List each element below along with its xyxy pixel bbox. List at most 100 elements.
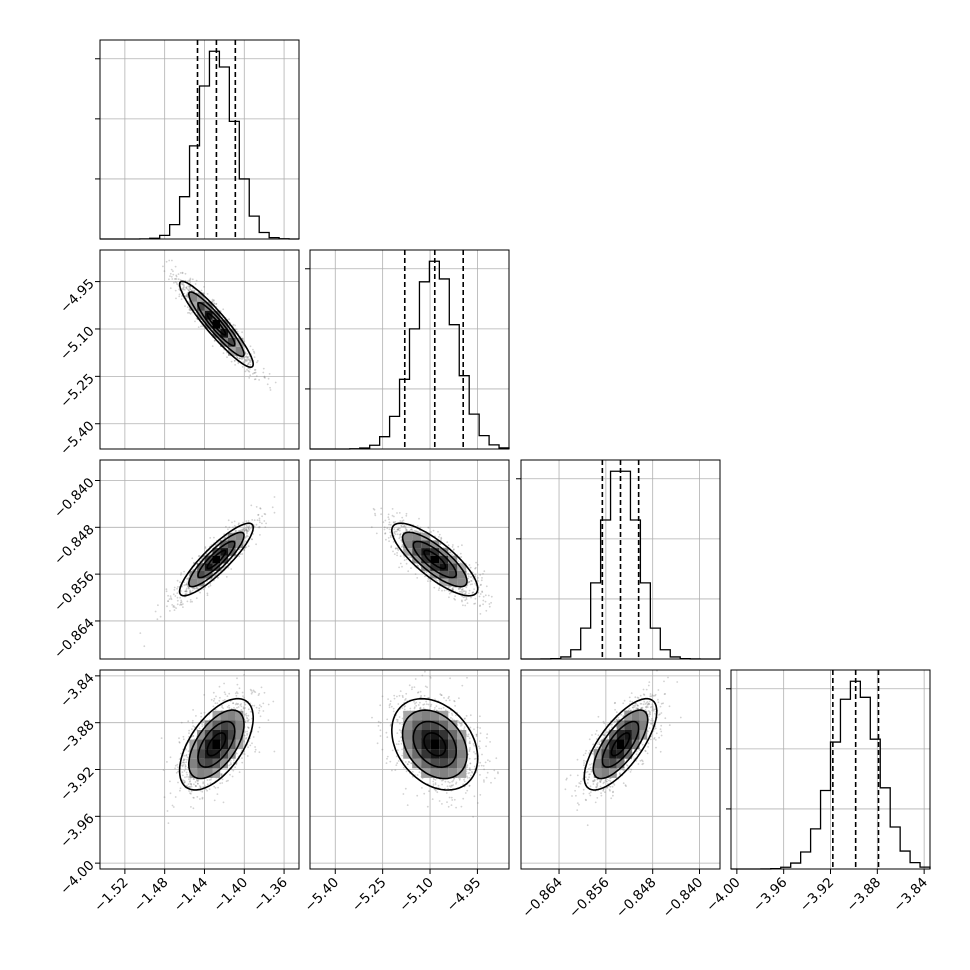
sample-point [139, 632, 142, 634]
sample-point [447, 544, 450, 547]
sample-point [210, 698, 213, 701]
sample-point [246, 732, 249, 735]
sample-point [251, 742, 253, 745]
sample-point [189, 288, 192, 291]
sample-point [232, 759, 235, 761]
sample-point [175, 607, 178, 609]
sample-point [261, 515, 263, 518]
sample-point [242, 695, 244, 697]
sample-point [238, 771, 241, 773]
sample-point [269, 389, 272, 391]
sample-point [247, 363, 250, 365]
sample-point [258, 379, 260, 381]
sample-point [185, 286, 188, 288]
sample-point [177, 781, 179, 784]
sample-point [268, 373, 271, 375]
sample-point [443, 589, 446, 592]
sample-point [241, 553, 244, 555]
sample-point [190, 289, 193, 292]
density-cell [235, 532, 244, 541]
sample-point [388, 521, 391, 524]
sample-point [437, 530, 439, 533]
sample-point [399, 520, 402, 522]
sample-point [260, 686, 263, 689]
sample-point [388, 540, 390, 543]
sample-point [248, 526, 251, 529]
sample-point [253, 372, 256, 374]
sample-point [267, 719, 270, 721]
sample-point [396, 554, 398, 557]
sample-point [383, 526, 386, 529]
sample-point [206, 594, 209, 597]
sample-point [176, 592, 179, 594]
sample-point [216, 702, 219, 704]
sample-point [482, 573, 484, 575]
sample-point [465, 598, 468, 601]
sample-point [488, 605, 491, 608]
sample-point [264, 526, 267, 528]
sample-point [245, 720, 247, 722]
sample-point [211, 298, 214, 301]
sample-point [170, 268, 173, 271]
sample-point [174, 278, 176, 280]
sample-point [467, 577, 470, 580]
sample-point [238, 687, 241, 690]
sample-point [175, 278, 178, 280]
sample-point [189, 288, 192, 291]
sample-point [472, 591, 474, 594]
sample-point [176, 283, 179, 286]
sample-point [184, 776, 186, 779]
sample-point [405, 562, 408, 565]
sample-point [192, 287, 194, 290]
sample-point [175, 297, 177, 300]
sample-point [188, 287, 191, 289]
sample-point [173, 609, 176, 611]
sample-point [253, 350, 255, 353]
sample-point [184, 305, 186, 307]
sample-point [233, 520, 236, 523]
sample-point [405, 558, 408, 561]
sample-point [201, 325, 204, 327]
sample-point [236, 357, 239, 359]
sample-point [192, 735, 195, 737]
sample-point [246, 369, 248, 371]
sample-point [228, 526, 231, 529]
sample-point [474, 567, 476, 570]
sample-point [262, 710, 265, 712]
sample-point [414, 573, 417, 575]
sample-point [380, 513, 382, 516]
sample-point [163, 796, 166, 799]
y-tick-label: −0.856 [51, 568, 98, 615]
sample-point [405, 512, 408, 515]
sample-point [221, 706, 224, 708]
sample-point [180, 298, 183, 301]
sample-point [195, 715, 197, 717]
sample-point [238, 357, 241, 360]
sample-point [215, 302, 218, 305]
sample-point [180, 752, 182, 755]
sample-point [433, 586, 436, 589]
sample-point [401, 545, 404, 547]
sample-point [185, 761, 188, 763]
sample-point [479, 593, 482, 595]
sample-point [452, 544, 454, 546]
sample-point [213, 302, 215, 304]
sample-point [398, 529, 401, 532]
sample-point [241, 757, 243, 759]
sample-point [242, 361, 245, 364]
sample-point [273, 750, 276, 753]
sample-point [244, 703, 247, 706]
sample-point [186, 776, 188, 778]
sample-point [170, 597, 172, 599]
scatter-panel-2-0: −0.864−0.856−0.848−0.840 [51, 459, 300, 662]
sample-point [179, 604, 181, 606]
sample-point [191, 721, 194, 724]
sample-point [457, 545, 460, 548]
sample-point [228, 318, 230, 321]
sample-point [252, 689, 255, 692]
sample-point [250, 504, 253, 507]
sample-point [259, 534, 261, 536]
sample-point [394, 547, 397, 550]
sample-point [206, 789, 209, 792]
sample-point [179, 581, 181, 584]
